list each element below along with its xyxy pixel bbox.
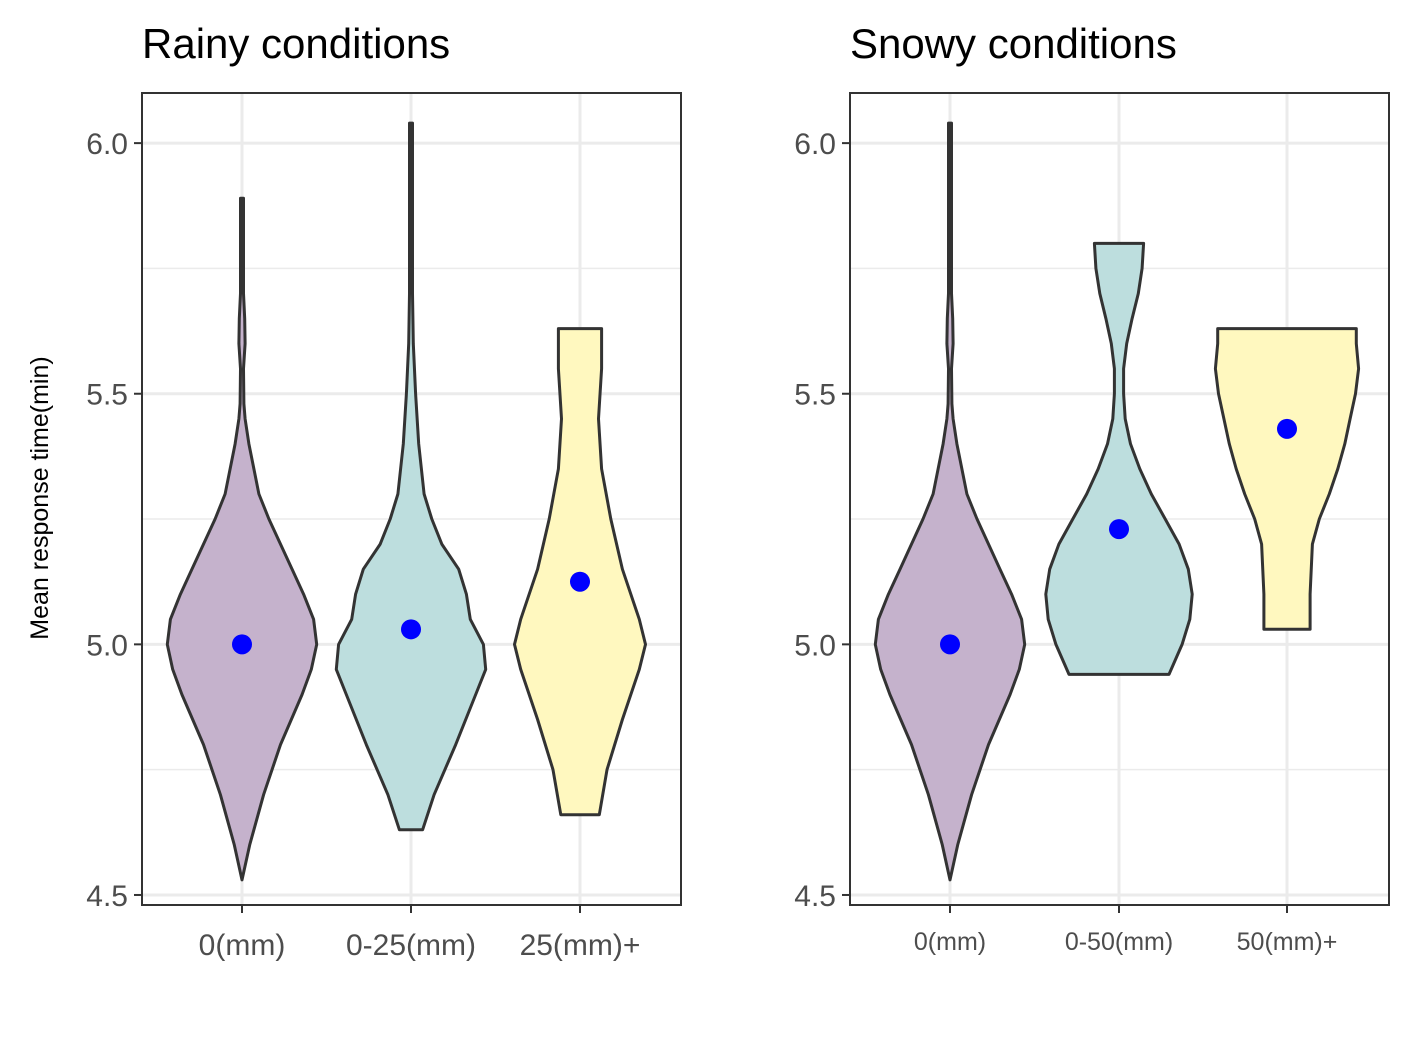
rainy-title: Rainy conditions	[142, 20, 450, 67]
snowy-y-tick-label: 6.0	[794, 128, 836, 161]
snowy-panel: Snowy conditions 4.5 5.0 5.5 6.0 0(mm) 0-50(m…	[794, 20, 1390, 956]
snowy-mean-point-group-0mm	[940, 634, 960, 655]
snowy-violin-group-0mm	[873, 121, 1027, 882]
rainy-violin-group-0-25mm	[334, 121, 488, 832]
rainy-violin-group-25mm-plus	[513, 327, 647, 817]
rainy-y-tick-label: 6.0	[86, 128, 128, 161]
snowy-title: Snowy conditions	[850, 20, 1177, 67]
rainy-x-tick-label: 0(mm)	[199, 929, 286, 962]
snowy-x-tick-label: 0(mm)	[914, 928, 986, 956]
rainy-mean-point-group-0-25mm	[401, 619, 421, 640]
snowy-x-tick-label: 0-50(mm)	[1065, 928, 1173, 956]
snowy-mean-point-group-50mm-plus	[1277, 418, 1297, 439]
rainy-y-tick-label: 5.0	[86, 629, 128, 662]
rainy-y-tick-label: 4.5	[86, 880, 128, 913]
snowy-violin-group-0-50mm	[1044, 241, 1194, 676]
snowy-violin-group-50mm-plus	[1213, 327, 1361, 631]
rainy-x-tick-label: 0-25(mm)	[346, 929, 476, 962]
snowy-y-tick-label: 4.5	[794, 880, 836, 913]
rainy-panel: Rainy conditions 4.5 5.0 5.5 6.0 0(mm) 0-25(m…	[86, 20, 682, 962]
rainy-violin-group-0mm	[165, 196, 319, 882]
snowy-mean-point-group-0-50mm	[1109, 519, 1129, 540]
rainy-y-tick-label: 5.5	[86, 379, 128, 412]
y-axis-label: Mean response time(min)	[26, 356, 54, 639]
snowy-y-tick-label: 5.5	[794, 379, 836, 412]
rainy-mean-point-group-0mm	[232, 634, 252, 655]
rainy-x-tick-label: 25(mm)+	[520, 929, 641, 962]
snowy-x-tick-label: 50(mm)+	[1237, 928, 1338, 956]
snowy-y-tick-label: 5.0	[794, 629, 836, 662]
rainy-mean-point-group-25mm-plus	[570, 571, 590, 592]
